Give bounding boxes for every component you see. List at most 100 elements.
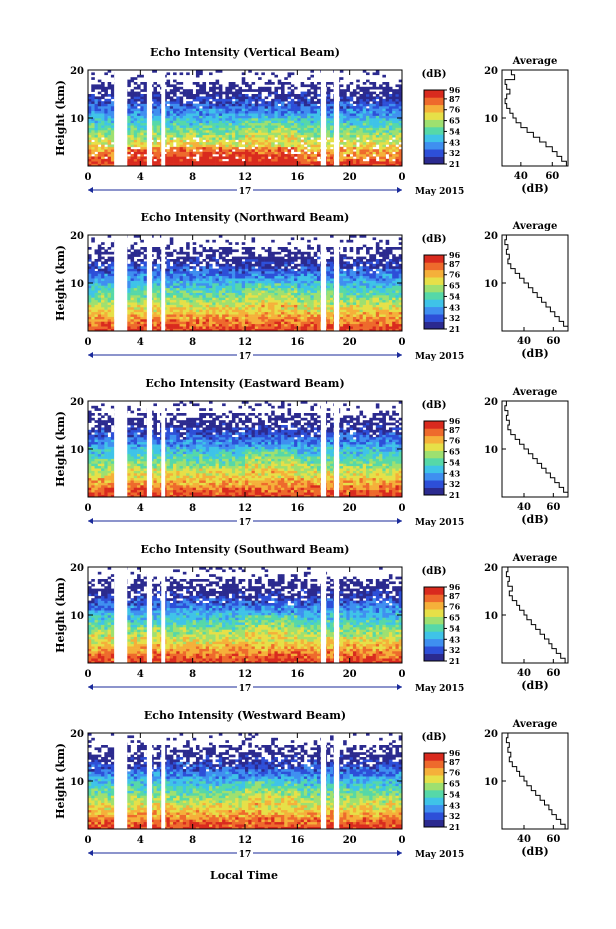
heatmap-cell: [340, 142, 344, 145]
heatmap-cell: [144, 295, 148, 298]
heatmap-cell: [108, 84, 112, 87]
heatmap-cell: [170, 302, 174, 305]
heatmap-cell: [186, 242, 190, 245]
heatmap-cell: [265, 123, 269, 126]
heatmap-cell: [144, 273, 148, 276]
heatmap-cell: [183, 307, 187, 310]
heatmap-cell: [144, 149, 148, 152]
heatmap-cell: [353, 132, 357, 135]
heatmap-cell: [196, 314, 200, 317]
heatmap-cell: [278, 300, 282, 303]
heatmap-cell: [196, 285, 200, 288]
heatmap-cell: [95, 137, 99, 140]
heatmap-cell: [144, 132, 148, 135]
heatmap-cell: [137, 120, 141, 123]
heatmap-cell: [173, 130, 177, 133]
heatmap-cell: [167, 142, 171, 145]
heatmap-cell: [307, 125, 311, 128]
heatmap-cell: [343, 161, 347, 164]
heatmap-cell: [95, 161, 99, 164]
heatmap-cell: [248, 159, 252, 162]
heatmap-cell: [379, 156, 383, 159]
heatmap-cell: [144, 84, 148, 87]
heatmap-cell: [317, 130, 321, 133]
heatmap-cell: [98, 283, 102, 286]
heatmap-cell: [170, 89, 174, 92]
heatmap-cell: [127, 288, 131, 291]
heatmap-cell: [140, 132, 144, 135]
heatmap-cell: [242, 125, 246, 128]
heatmap-cell: [170, 269, 174, 272]
heatmap-cell: [363, 123, 367, 126]
heatmap-cell: [140, 75, 144, 78]
heatmap-cell: [248, 302, 252, 305]
heatmap-cell: [373, 125, 377, 128]
heatmap-cell: [271, 159, 275, 162]
heatmap-cell: [91, 130, 95, 133]
heatmap-cell: [271, 288, 275, 291]
heatmap-cell: [219, 113, 223, 116]
heatmap-cell: [111, 161, 115, 164]
heatmap-cell: [153, 125, 157, 128]
heatmap-cell: [127, 302, 131, 305]
heatmap-cell: [304, 161, 308, 164]
heatmap-cell: [170, 159, 174, 162]
heatmap-cell: [274, 94, 278, 97]
heatmap-cell: [153, 278, 157, 281]
heatmap-cell: [111, 140, 115, 143]
heatmap-cell: [252, 128, 256, 131]
heatmap-cell: [242, 108, 246, 111]
heatmap-cell: [95, 108, 99, 111]
heatmap-cell: [219, 123, 223, 126]
heatmap-cell: [199, 285, 203, 288]
heatmap-cell: [271, 314, 275, 317]
heatmap-cell: [131, 266, 135, 269]
heatmap-cell: [261, 297, 265, 300]
heatmap-cell: [261, 87, 265, 90]
heatmap-cell: [196, 276, 200, 279]
heatmap-cell: [261, 314, 265, 317]
heatmap-cell: [95, 314, 99, 317]
heatmap-cell: [376, 142, 380, 145]
heatmap-cell: [281, 142, 285, 145]
heatmap-cell: [131, 94, 135, 97]
heatmap-cell: [379, 113, 383, 116]
heatmap-cell: [346, 125, 350, 128]
heatmap-cell: [235, 120, 239, 123]
heatmap-cell: [216, 295, 220, 298]
heatmap-cell: [180, 290, 184, 293]
heatmap-cell: [265, 152, 269, 155]
heatmap-cell: [274, 297, 278, 300]
heatmap-cell: [238, 123, 242, 126]
heatmap-cell: [95, 111, 99, 114]
heatmap-cell: [366, 72, 370, 75]
heatmap-cell: [137, 283, 141, 286]
heatmap-cell: [193, 300, 197, 303]
heatmap-cell: [127, 317, 131, 320]
heatmap-cell: [265, 269, 269, 272]
heatmap-cell: [235, 123, 239, 126]
heatmap-cell: [176, 159, 180, 162]
heatmap-cell: [229, 123, 233, 126]
heatmap-cell: [261, 266, 265, 269]
heatmap-cell: [88, 123, 92, 126]
heatmap-cell: [173, 319, 177, 322]
heatmap-cell: [261, 281, 265, 284]
heatmap-cell: [183, 278, 187, 281]
heatmap-cell: [219, 111, 223, 114]
heatmap-cell: [212, 288, 216, 291]
heatmap-cell: [206, 261, 210, 264]
heatmap-cell: [157, 92, 161, 95]
heatmap-cell: [382, 135, 386, 138]
heatmap-cell: [127, 94, 131, 97]
heatmap-cell: [261, 307, 265, 310]
heatmap-cell: [281, 120, 285, 123]
heatmap-cell: [173, 300, 177, 303]
heatmap-cell: [209, 307, 213, 310]
heatmap-cell: [98, 161, 102, 164]
heatmap-cell: [229, 269, 233, 272]
heatmap-cell: [232, 101, 236, 104]
heatmap-cell: [219, 130, 223, 133]
heatmap-cell: [307, 92, 311, 95]
heatmap-cell: [261, 118, 265, 121]
